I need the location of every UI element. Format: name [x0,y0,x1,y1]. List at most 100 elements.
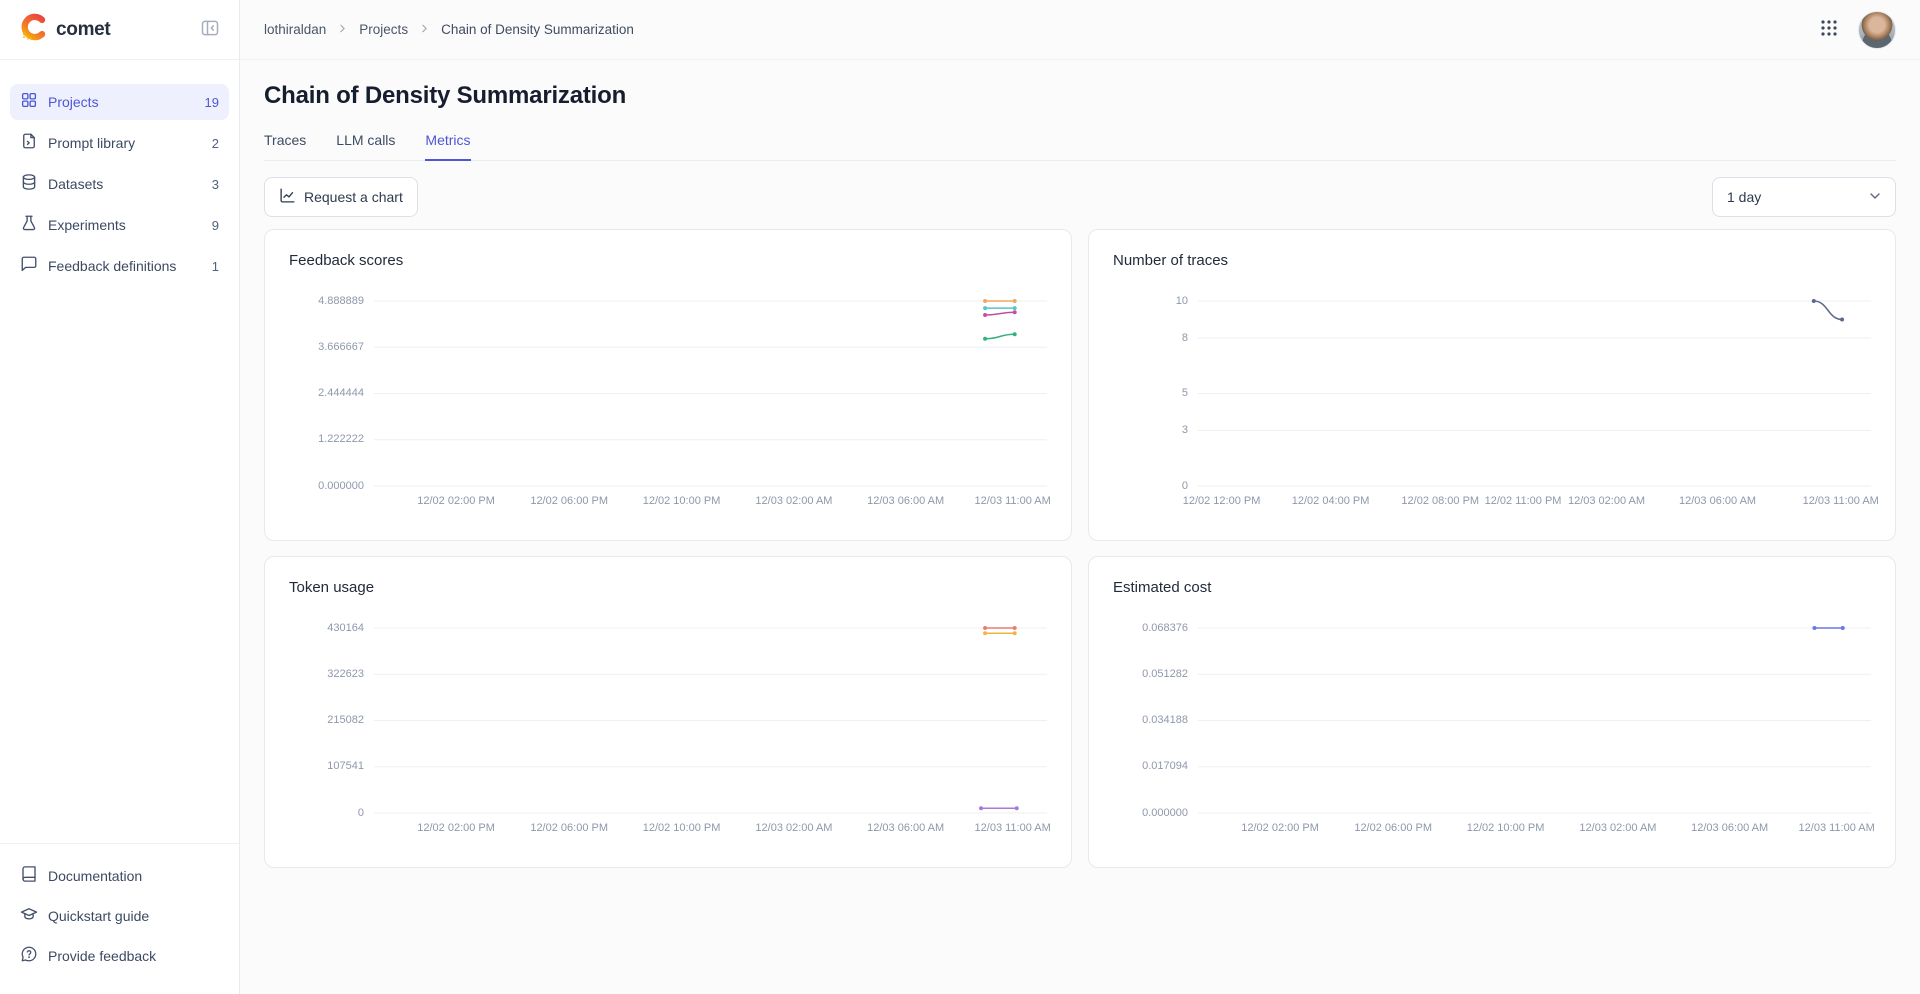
x-tick-label: 12/02 02:00 PM [417,822,495,834]
plot-area: 12/02 02:00 PM 12/02 06:00 PM 12/02 10:00 … [374,297,1051,512]
sidebar-item-label: Documentation [48,868,143,884]
x-tick-label: 12/03 06:00 AM [1691,822,1769,834]
request-chart-button[interactable]: Request a chart [264,177,418,217]
x-tick-label: 12/02 10:00 PM [642,822,721,834]
prompt-file-icon [20,132,38,155]
sidebar-item-documentation[interactable]: Documentation [10,858,229,894]
request-chart-label: Request a chart [304,189,403,205]
sidebar-header: comet [0,0,239,60]
tab-metrics[interactable]: Metrics [425,132,471,161]
y-tick-label: 0.051282 [1142,667,1188,680]
apps-grid-button[interactable] [1820,19,1838,40]
x-tick-label: 12/03 06:00 AM [867,495,945,507]
breadcrumb-workspace[interactable]: lothiraldan [264,22,327,37]
avatar[interactable] [1858,10,1896,49]
chart-card-feedback-scores: Feedback scores 0.000000 1.222222 2.444444… [264,229,1072,541]
tab-traces[interactable]: Traces [264,132,307,148]
y-tick-label: 8 [1181,331,1188,344]
y-axis: 0 3 5 8 10 [1113,294,1198,512]
x-tick-label: 12/03 11:00 AM [1802,495,1879,507]
apps-grid-icon [1820,19,1838,40]
date-range-select[interactable]: 1 day [1712,177,1896,217]
chart-token-usage: 0 107541 215082 322623 430164 12/02 02:00 PM… [289,621,1051,839]
sidebar-item-label: Datasets [48,176,104,192]
sidebar-item-feedback-definitions[interactable]: Feedback definitions 1 [10,248,229,284]
sidebar-footer: Documentation Quickstart guide Provide f… [0,843,239,994]
page-title: Chain of Density Summarization [264,82,627,109]
x-tick-label: 12/03 06:00 AM [1679,495,1757,507]
chart-canvas [1198,299,1871,487]
x-tick-label: 12/02 02:00 PM [417,495,495,507]
y-tick-label: 0.000000 [1142,806,1188,819]
y-tick-label: 0.017094 [1142,760,1188,773]
x-tick-label: 12/03 06:00 AM [867,822,945,834]
x-tick-label: 12/02 04:00 PM [1291,495,1370,507]
x-axis: 12/02 12:00 PM 12/02 04:00 PM 12/02 08:00 … [1183,490,1879,512]
chart-line-icon [279,187,296,207]
sidebar-item-label: Provide feedback [48,948,157,964]
plot-area: 12/02 02:00 PM 12/02 06:00 PM 12/02 10:00 … [374,624,1051,839]
sidebar-item-projects[interactable]: Projects 19 [10,84,229,120]
chart-canvas [374,299,1047,487]
sidebar-item-count: 1 [211,258,219,274]
sidebar-item-datasets[interactable]: Datasets 3 [10,166,229,202]
feedback-bubble-icon [20,945,38,968]
y-axis: 0.000000 0.017094 0.034188 0.051282 0.068376 [1113,621,1198,839]
date-range-value: 1 day [1727,189,1762,205]
y-tick-label: 10 [1175,294,1188,307]
chart-card-estimated-cost: Estimated cost 0.000000 0.017094 0.034188 0… [1088,556,1896,868]
y-tick-label: 107541 [327,760,364,773]
chevron-down-icon [1867,188,1883,207]
sidebar-item-quickstart-guide[interactable]: Quickstart guide [10,898,229,934]
page-content: Chain of Density Summarization Traces LL… [240,60,1920,868]
chart-feedback-scores: 0.000000 1.222222 2.444444 3.666667 4.888889… [289,294,1051,512]
plot-area: 12/02 02:00 PM 12/02 06:00 PM 12/02 10:00 … [1198,624,1875,839]
chevron-right-icon [418,22,431,38]
chart-card-token-usage: Token usage 0 107541 215082 322623 430164 12… [264,556,1072,868]
y-tick-label: 0.068376 [1142,621,1188,634]
sidebar-item-experiments[interactable]: Experiments 9 [10,207,229,243]
x-tick-label: 12/03 11:00 AM [974,822,1051,834]
toolbar: Request a chart 1 day [264,177,1896,217]
message-icon [20,255,38,278]
sidebar-item-label: Prompt library [48,135,136,151]
sidebar-collapse-button[interactable] [197,17,223,43]
chart-estimated-cost: 0.000000 0.017094 0.034188 0.051282 0.068376… [1113,621,1875,839]
chart-card-number-of-traces: Number of traces 0 3 5 8 10 12/02 12:00 PM 12… [1088,229,1896,541]
comet-logo[interactable]: comet [18,12,111,47]
x-tick-label: 12/03 02:00 AM [755,822,833,834]
x-axis: 12/02 02:00 PM 12/02 06:00 PM 12/02 10:00 … [374,817,1051,839]
database-icon [20,173,38,196]
sidebar-item-prompt-library[interactable]: Prompt library 2 [10,125,229,161]
x-tick-label: 12/02 06:00 PM [1354,822,1432,834]
y-tick-label: 4.888889 [318,294,364,307]
projects-grid-icon [20,91,38,114]
sidebar-item-count: 19 [204,94,219,110]
chart-canvas [1198,626,1871,814]
x-tick-label: 12/03 11:00 AM [1798,822,1875,834]
x-axis: 12/02 02:00 PM 12/02 06:00 PM 12/02 10:00 … [1198,817,1875,839]
y-tick-label: 0 [357,806,364,819]
breadcrumb-projects[interactable]: Projects [359,22,409,37]
chart-title: Feedback scores [289,252,404,269]
y-tick-label: 5 [1181,387,1188,399]
sidebar-item-count: 9 [211,217,219,233]
plot-area: 12/02 12:00 PM 12/02 04:00 PM 12/02 08:00 … [1183,297,1879,512]
y-tick-label: 3 [1181,424,1188,436]
sidebar-item-label: Quickstart guide [48,908,150,924]
y-tick-label: 430164 [327,621,364,634]
x-tick-label: 12/03 02:00 AM [1579,822,1657,834]
flask-icon [20,214,38,237]
x-tick-label: 12/02 06:00 PM [530,822,608,834]
x-tick-label: 12/02 12:00 PM [1182,495,1261,507]
book-icon [20,865,38,888]
graduation-cap-icon [20,905,38,928]
charts-grid: Feedback scores 0.000000 1.222222 2.444444… [264,229,1896,868]
sidebar-item-label: Experiments [48,217,126,233]
sidebar-item-provide-feedback[interactable]: Provide feedback [10,938,229,974]
x-axis: 12/02 02:00 PM 12/02 06:00 PM 12/02 10:00 … [374,490,1051,512]
y-tick-label: 322623 [327,667,364,680]
tab-llm-calls[interactable]: LLM calls [336,132,396,148]
sidebar-item-label: Projects [48,94,99,110]
sidebar-nav: Projects 19 Prompt library 2 Datasets 3 [0,60,239,289]
